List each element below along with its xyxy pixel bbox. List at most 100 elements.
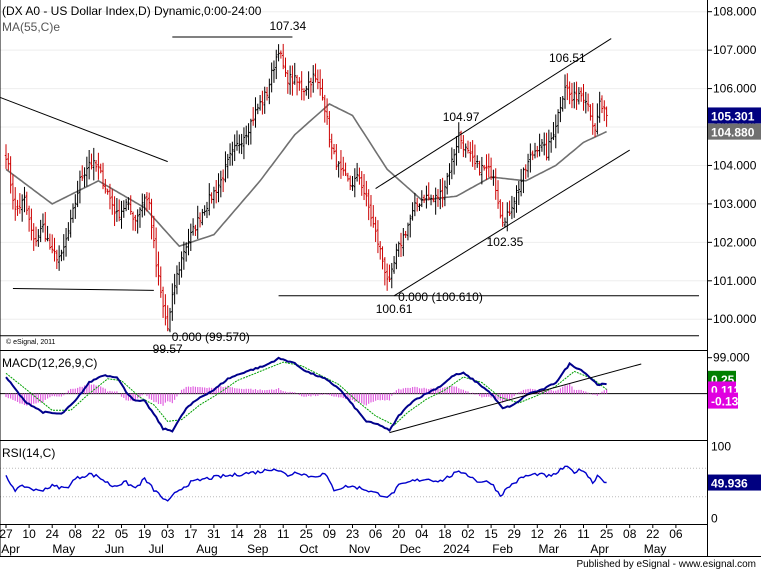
annotation-label: 100.61 <box>376 302 413 316</box>
price-bar <box>556 109 560 134</box>
price-bar <box>434 187 437 215</box>
price-bar <box>372 205 375 228</box>
date-tick-label: 06 <box>369 527 383 541</box>
footer-credit: Published by eSignal - www.esignal.com <box>576 559 756 570</box>
price-bar <box>189 223 192 251</box>
price-bar <box>312 65 315 93</box>
price-bar <box>547 129 551 161</box>
price-bar <box>529 143 532 173</box>
rsi-levels <box>0 467 707 498</box>
price-bar <box>321 78 324 101</box>
date-tick-label: 15 <box>484 527 498 541</box>
annotation-label: 106.51 <box>549 51 586 65</box>
price-bar <box>159 266 162 298</box>
price-bar <box>566 73 569 101</box>
chart-title: (DX A0 - US Dollar Index,D) Dynamic,0:00… <box>2 4 262 18</box>
price-bar <box>513 197 516 218</box>
month-label: Mar <box>539 542 560 556</box>
date-tick-label: 27 <box>0 527 13 541</box>
price-bar <box>487 153 490 178</box>
price-bar <box>263 86 266 114</box>
rsi-value-badge: 49.936 <box>711 477 748 491</box>
macd-rising-trendline <box>389 363 642 434</box>
price-bar <box>584 91 588 114</box>
price-bar <box>138 207 142 228</box>
price-bar <box>46 225 49 242</box>
price-bar <box>64 227 68 257</box>
price-bar <box>240 133 243 155</box>
price-bar <box>346 172 350 182</box>
price-bar <box>344 162 347 176</box>
date-tick-label: 20 <box>392 527 406 541</box>
price-bar <box>261 90 264 115</box>
price-bar <box>582 83 585 111</box>
price-bar <box>233 134 236 162</box>
rsi-line <box>5 465 607 502</box>
price-bar <box>194 224 197 236</box>
price-bar <box>552 122 555 141</box>
price-bar <box>275 49 278 80</box>
price-bar <box>247 123 250 146</box>
price-bar <box>81 165 84 181</box>
price-bar <box>293 62 296 85</box>
price-bar <box>383 257 387 286</box>
month-label: Feb <box>492 542 513 556</box>
price-bar <box>335 144 338 171</box>
price-bar <box>302 88 306 101</box>
price-bar <box>150 198 153 240</box>
price-bar <box>522 167 525 194</box>
date-tick-label: 05 <box>115 527 129 541</box>
price-bar <box>462 135 465 158</box>
price-bar <box>469 141 472 162</box>
price-bar <box>305 85 308 96</box>
price-bar <box>286 70 290 94</box>
price-bar <box>353 168 357 198</box>
price-bar <box>499 199 502 219</box>
price-bar <box>279 50 283 59</box>
hist-value-badge-bg <box>708 392 738 409</box>
annotation-label: 0.000 (100.610) <box>398 290 483 304</box>
price-bar <box>85 156 89 187</box>
price-bar <box>348 175 352 191</box>
price-bar <box>173 273 176 305</box>
price-bar <box>256 103 259 115</box>
price-bar <box>215 179 218 204</box>
date-tick-label: 31 <box>207 527 221 541</box>
date-tick-label: 18 <box>438 527 452 541</box>
date-tick-label: 22 <box>646 527 660 541</box>
price-bar <box>187 228 190 256</box>
price-bar <box>258 95 262 111</box>
month-label: Dec <box>400 542 421 556</box>
month-label: Apr <box>590 542 609 556</box>
price-bar <box>60 249 63 262</box>
macd-lines <box>5 356 642 434</box>
date-tick-label: 11 <box>577 527 590 541</box>
price-panel[interactable]: 107.34106.51104.97102.35100.6199.570.000… <box>0 4 707 356</box>
price-bar <box>154 227 158 278</box>
price-bar <box>196 205 199 239</box>
price-bar <box>314 63 317 83</box>
price-bar <box>131 211 135 231</box>
price-bar <box>242 127 246 160</box>
rsi-panel[interactable]: RSI(14,C) <box>0 446 707 502</box>
price-bar <box>478 160 481 176</box>
macd-panel[interactable]: MACD(12,26,9,C) <box>0 356 707 434</box>
price-axis-label: 103.000 <box>713 197 757 211</box>
price-bar <box>457 122 460 154</box>
month-label: May <box>644 542 667 556</box>
price-axis-label: 106.000 <box>713 82 757 96</box>
date-tick-label: 08 <box>623 527 637 541</box>
price-bar <box>524 164 527 180</box>
price-bar <box>157 251 160 286</box>
ma-value-badge-bg <box>708 123 761 140</box>
month-label: Aug <box>196 542 217 556</box>
price-bar <box>538 133 541 157</box>
price-bar <box>124 198 128 212</box>
date-tick-label: 29 <box>508 527 522 541</box>
price-bar <box>337 161 340 178</box>
date-tick-label: 02 <box>461 527 475 541</box>
price-bar <box>184 242 188 262</box>
ma-55-line <box>5 103 607 248</box>
price-bar <box>533 142 537 159</box>
price-bar <box>224 151 227 183</box>
